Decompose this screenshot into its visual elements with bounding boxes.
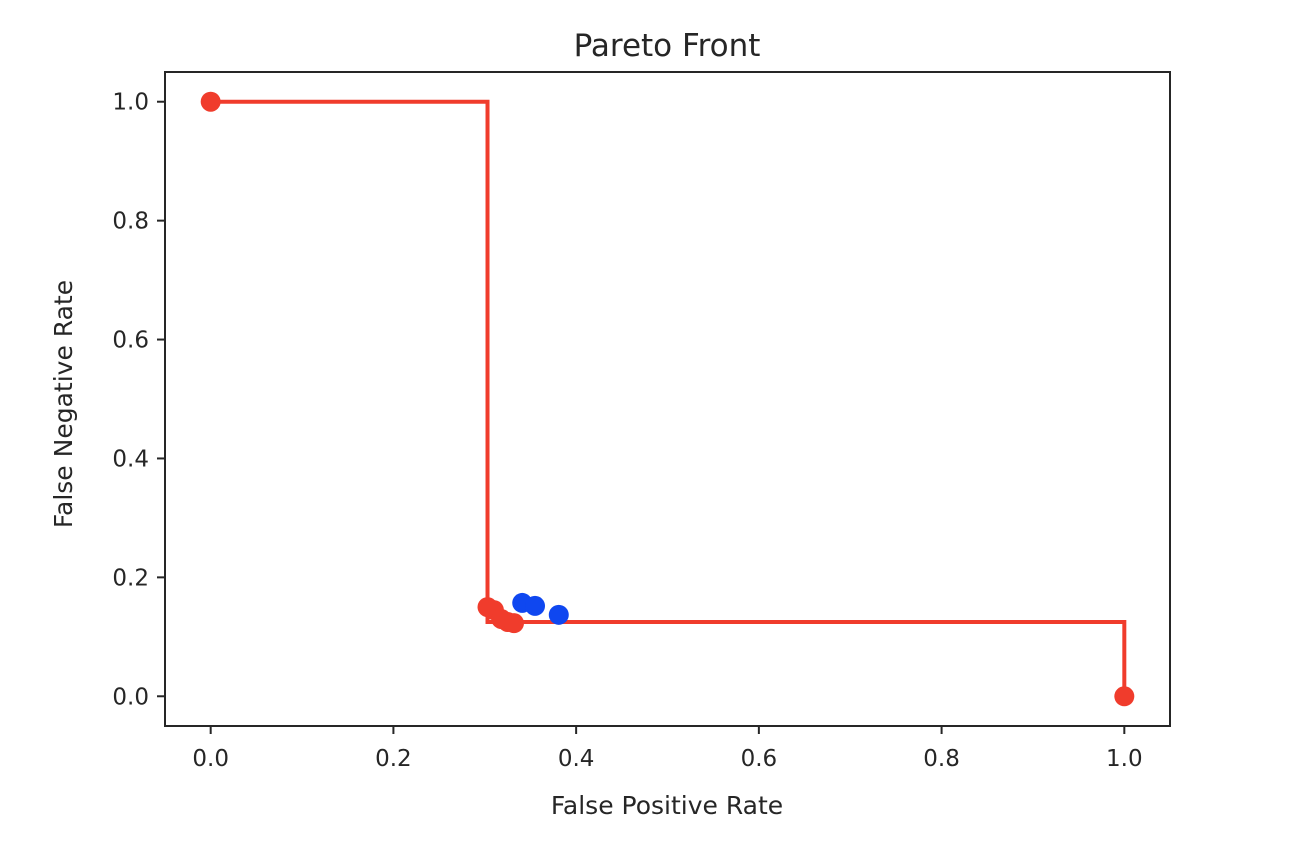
red-data-point	[1114, 686, 1135, 707]
chart-title: Pareto Front	[574, 28, 761, 64]
blue-data-point	[548, 604, 569, 625]
x-tick-label: 0.6	[741, 746, 778, 772]
x-axis-label: False Positive Rate	[551, 791, 783, 820]
x-tick-label: 0.4	[558, 746, 595, 772]
x-axis: 0.0 0.2 0.4 0.6 0.8 1.0	[192, 726, 1143, 772]
pareto-step-line	[210, 99, 1127, 697]
y-tick-label: 0.0	[112, 684, 149, 710]
x-tick-label: 1.0	[1106, 746, 1143, 772]
x-tick-label: 0.0	[192, 746, 229, 772]
plot-frame	[164, 71, 1171, 727]
x-tick-label: 0.2	[375, 746, 412, 772]
plot-area	[200, 91, 1135, 707]
blue-data-point	[525, 595, 546, 616]
red-data-point	[504, 613, 525, 634]
x-tick-label: 0.8	[923, 746, 960, 772]
red-data-point	[200, 91, 221, 112]
y-tick-label: 1.0	[112, 90, 149, 116]
y-axis-label: False Negative Rate	[49, 280, 78, 528]
y-tick-label: 0.4	[112, 446, 149, 472]
y-axis: 0.0 0.2 0.4 0.6 0.8 1.0	[112, 90, 165, 710]
y-tick-label: 0.8	[112, 209, 149, 235]
y-tick-label: 0.6	[112, 328, 149, 354]
y-tick-label: 0.2	[112, 565, 149, 591]
